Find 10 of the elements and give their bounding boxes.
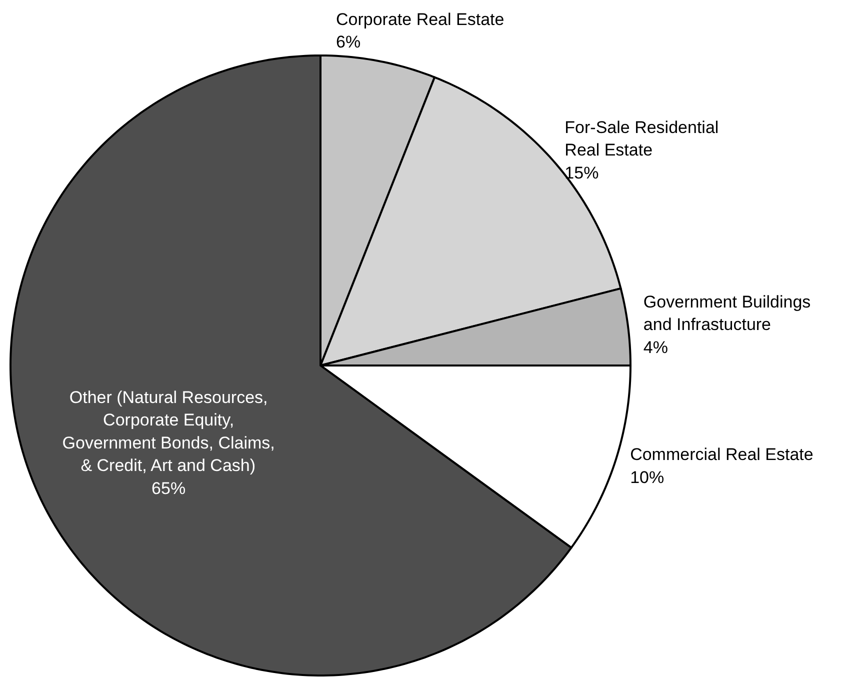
data-label: 15%	[564, 164, 599, 183]
slice-label: Commercial Real Estate	[630, 445, 814, 464]
data-label: 65%	[152, 479, 186, 498]
slice-label: For-Sale Residential Real Estate	[564, 118, 719, 160]
slice-label: Corporate Real Estate	[336, 10, 504, 29]
data-label: 10%	[630, 468, 664, 487]
data-label: 4%	[643, 338, 668, 358]
data-label: 6%	[336, 32, 361, 52]
slice-label: Government Buildings and Infrastucture	[643, 292, 811, 334]
slice-label: Other (Natural Resources, Corporate Equity, Government Bonds, Claims, & Credit, Art and Cash)	[62, 388, 275, 476]
